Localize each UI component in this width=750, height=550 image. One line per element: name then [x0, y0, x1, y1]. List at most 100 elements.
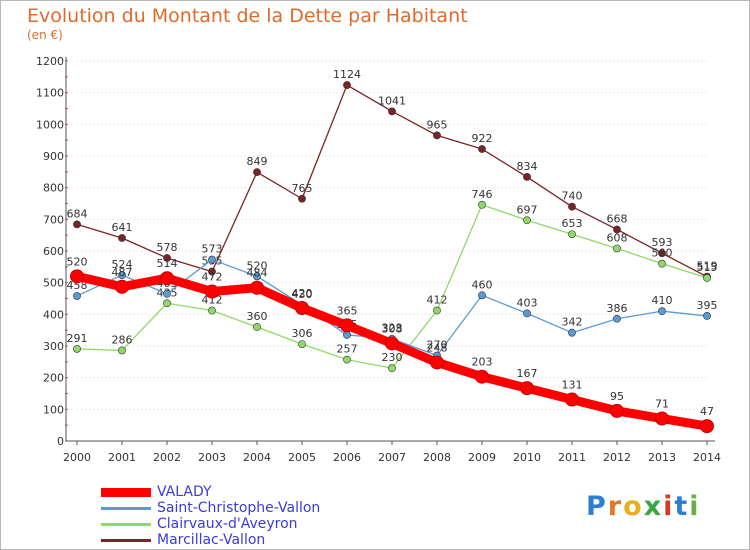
x-tick-label: 2009 — [468, 451, 496, 464]
data-label: 578 — [157, 241, 178, 254]
data-point — [73, 344, 81, 353]
data-label: 520 — [67, 255, 88, 268]
data-label: 765 — [292, 182, 313, 195]
data-point — [700, 419, 714, 434]
chart-title: Evolution du Montant de la Dette par Hab… — [27, 5, 468, 27]
data-point — [568, 230, 576, 239]
data-point — [658, 307, 666, 316]
data-label: 965 — [427, 118, 448, 131]
data-point — [658, 249, 666, 258]
data-label: 308 — [382, 322, 403, 335]
data-point — [388, 107, 396, 116]
legend-swatch — [101, 507, 151, 510]
data-label: 306 — [292, 327, 313, 340]
data-label: 458 — [67, 279, 88, 292]
data-label: 697 — [517, 203, 538, 216]
data-label: 248 — [427, 341, 448, 354]
data-point — [298, 340, 306, 348]
data-label: 515 — [697, 261, 718, 274]
data-point — [520, 381, 534, 396]
y-tick-label: 0 — [57, 435, 64, 448]
legend-swatch — [101, 523, 151, 526]
data-label: 430 — [292, 288, 313, 301]
y-tick-label: 1200 — [36, 55, 64, 68]
data-label: 365 — [337, 304, 358, 317]
data-point — [475, 369, 489, 384]
data-point — [253, 168, 261, 177]
data-label: 520 — [247, 259, 268, 272]
data-point — [163, 299, 171, 308]
y-tick-label: 500 — [43, 277, 64, 290]
data-point — [118, 234, 126, 242]
data-point — [73, 292, 81, 300]
data-label: 653 — [562, 217, 583, 230]
data-label: 395 — [697, 299, 718, 312]
data-label: 684 — [67, 207, 88, 220]
data-point — [163, 289, 171, 298]
x-tick-label: 2004 — [243, 451, 271, 464]
data-point — [613, 244, 621, 253]
x-tick-label: 2002 — [153, 451, 181, 464]
data-label: 1124 — [333, 68, 361, 81]
data-point — [433, 306, 441, 315]
data-point — [703, 312, 711, 320]
y-tick-label: 400 — [43, 308, 64, 321]
data-point — [118, 271, 126, 279]
data-point — [523, 216, 531, 225]
data-point — [118, 346, 126, 355]
data-label: 412 — [427, 294, 448, 307]
data-point — [430, 355, 444, 370]
data-label: 849 — [247, 155, 268, 168]
data-point — [703, 274, 711, 282]
data-label: 71 — [655, 398, 669, 411]
data-label: 834 — [517, 160, 538, 173]
data-point — [160, 271, 174, 286]
data-point — [253, 323, 261, 331]
data-label: 95 — [610, 390, 624, 403]
data-label: 668 — [607, 212, 628, 225]
x-tick-label: 2006 — [333, 451, 361, 464]
line-chart: 0 100 200 300 400 500 600 700 800 900 1000 1100 1200… — [36, 55, 721, 464]
x-tick-label: 2012 — [603, 451, 631, 464]
y-tick-label: 800 — [43, 182, 64, 195]
data-point — [433, 131, 441, 140]
data-point — [340, 318, 354, 333]
data-point — [478, 145, 486, 153]
data-label: 593 — [652, 236, 673, 249]
x-tick-label: 2000 — [63, 451, 91, 464]
data-point — [253, 272, 261, 281]
data-label: 286 — [112, 333, 133, 346]
data-label: 203 — [472, 356, 493, 369]
y-tick-label: 300 — [43, 340, 64, 353]
data-point — [163, 254, 171, 262]
data-label: 560 — [652, 247, 673, 260]
data-label: 131 — [562, 379, 583, 392]
data-label: 412 — [202, 294, 223, 307]
y-tick-label: 1000 — [36, 118, 64, 131]
data-point — [568, 328, 576, 337]
data-label: 487 — [112, 266, 133, 279]
legend-swatch — [101, 539, 151, 542]
data-label: 472 — [202, 271, 223, 284]
y-tick-label: 900 — [43, 150, 64, 163]
data-point — [478, 291, 486, 300]
data-label: 360 — [247, 310, 268, 323]
data-point — [568, 202, 576, 211]
legend-label: Marcillac-Vallon — [157, 532, 266, 548]
x-tick-label: 2007 — [378, 451, 406, 464]
proxiti-logo: Proxiti — [586, 491, 701, 522]
x-tick-label: 2005 — [288, 451, 316, 464]
y-tick-label: 600 — [43, 245, 64, 258]
data-label: 746 — [472, 188, 493, 201]
x-tick-label: 2003 — [198, 451, 226, 464]
y-tick-label: 100 — [43, 403, 64, 416]
data-label: 47 — [700, 405, 714, 418]
data-point — [655, 411, 669, 426]
data-label: 514 — [157, 257, 178, 270]
data-point — [73, 220, 81, 229]
data-point — [613, 314, 621, 323]
data-point — [343, 81, 351, 89]
logo-letter: o — [623, 491, 644, 522]
x-tick-label: 2008 — [423, 451, 451, 464]
data-point — [658, 259, 666, 268]
